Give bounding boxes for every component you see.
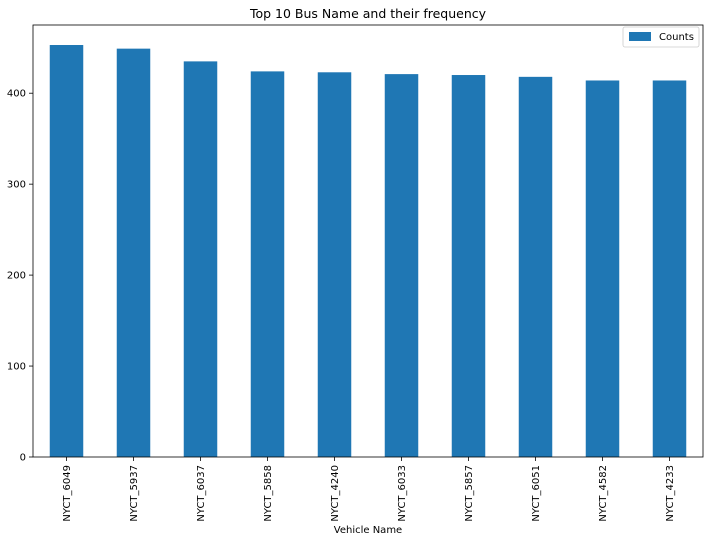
x-tick-label: NYCT_6037	[196, 465, 207, 522]
bar-nyct-5857	[451, 75, 486, 457]
bar-nyct-4240	[317, 72, 352, 457]
x-tick-label: NYCT_5937	[129, 465, 140, 522]
bar-nyct-6037	[183, 61, 218, 458]
x-tick-label: NYCT_6033	[397, 465, 408, 522]
legend: Counts	[622, 26, 700, 48]
x-tick-label: NYCT_6049	[62, 465, 73, 522]
bar-nyct-6033	[384, 74, 419, 458]
x-tick-label: NYCT_4233	[665, 465, 676, 522]
x-tick-label: NYCT_6051	[531, 465, 542, 522]
chart-title: Top 10 Bus Name and their frequency	[249, 6, 487, 21]
legend-label-counts: Counts	[659, 32, 694, 43]
legend-swatch-counts	[629, 32, 651, 41]
bar-nyct-4582	[585, 80, 620, 457]
x-tick-label: NYCT_4240	[330, 465, 341, 522]
bars-group	[49, 45, 687, 458]
y-tick-label: 400	[7, 89, 26, 100]
bar-nyct-6049	[49, 45, 84, 457]
bar-nyct-5858	[250, 71, 285, 458]
bar-nyct-6051	[518, 76, 553, 457]
x-tick-label: NYCT_4582	[598, 465, 609, 522]
y-tick-label: 300	[7, 180, 26, 191]
y-tick-label: 0	[20, 453, 26, 464]
x-tick-label: NYCT_5858	[263, 465, 274, 522]
bar-nyct-4233	[652, 80, 687, 457]
y-axis: 0 100 200 300 400	[7, 89, 33, 464]
y-tick-label: 100	[7, 362, 26, 373]
bar-nyct-5937	[116, 48, 151, 458]
x-tick-label: NYCT_5857	[464, 465, 475, 522]
x-axis-label: Vehicle Name	[334, 525, 402, 536]
y-tick-label: 200	[7, 271, 26, 282]
x-axis: NYCT_6049 NYCT_5937 NYCT_6037 NYCT_5858 NYCT…	[62, 457, 676, 522]
plot-frame	[32, 24, 704, 458]
